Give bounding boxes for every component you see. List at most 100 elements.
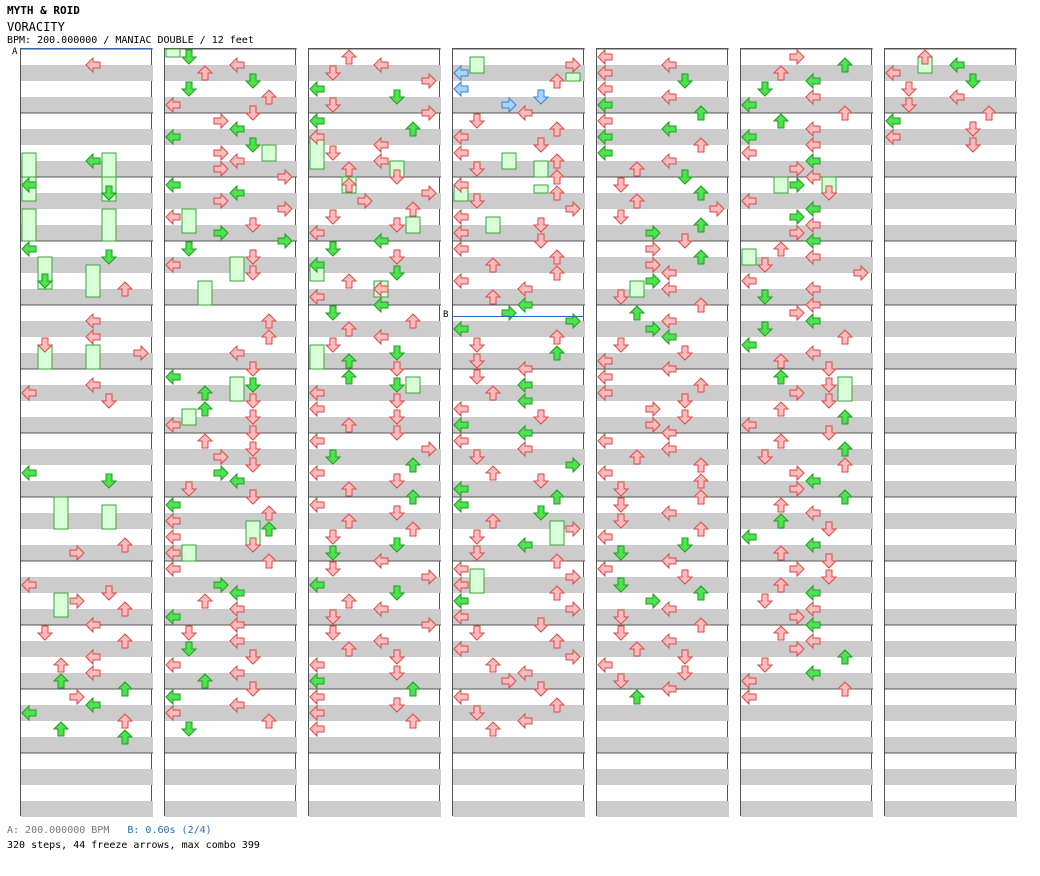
beat-band xyxy=(453,161,585,177)
step-arrow-up xyxy=(196,593,214,609)
beat-band xyxy=(21,609,153,625)
step-arrow-down xyxy=(324,337,342,353)
freeze-arrow xyxy=(405,376,421,394)
step-arrow-left xyxy=(229,696,245,714)
step-arrow-up xyxy=(628,161,646,177)
step-arrow-left xyxy=(373,56,389,74)
step-arrow-up xyxy=(772,369,790,385)
step-arrow-down xyxy=(388,377,406,393)
beat-band xyxy=(597,161,729,177)
step-arrow-left xyxy=(517,536,533,554)
step-arrow-up xyxy=(404,313,422,329)
beat-band xyxy=(309,481,441,497)
step-arrow-down xyxy=(468,705,486,721)
step-arrow-left xyxy=(661,552,677,570)
step-arrow-up xyxy=(692,457,710,473)
step-arrow-up xyxy=(692,249,710,265)
beat-band xyxy=(309,129,441,145)
marker-a: A xyxy=(12,47,18,57)
step-arrow-left xyxy=(309,224,325,242)
step-arrow-left xyxy=(453,64,469,82)
step-arrow-left xyxy=(741,528,757,546)
beat-band xyxy=(885,353,1017,369)
step-arrow-down xyxy=(388,89,406,105)
step-arrow-up xyxy=(692,137,710,153)
column-svg xyxy=(597,48,729,817)
step-arrow-up xyxy=(772,625,790,641)
step-arrow-down xyxy=(756,593,774,609)
beat-band xyxy=(597,417,729,433)
beat-band xyxy=(165,449,297,465)
step-arrow-down xyxy=(388,345,406,361)
step-arrow-down xyxy=(468,369,486,385)
step-arrow-up xyxy=(196,401,214,417)
step-arrow-left xyxy=(805,472,821,490)
step-arrow-up xyxy=(484,465,502,481)
step-arrow-right xyxy=(213,576,229,594)
step-arrow-down xyxy=(612,337,630,353)
beat-band xyxy=(309,257,441,273)
beat-band xyxy=(453,321,585,337)
step-arrow-left xyxy=(165,512,181,530)
beat-band xyxy=(309,673,441,689)
step-arrow-up xyxy=(772,113,790,129)
beat-band xyxy=(453,705,585,721)
beat-band xyxy=(597,65,729,81)
marker-b: B xyxy=(443,310,449,320)
beat-band xyxy=(453,545,585,561)
step-arrow-up xyxy=(836,489,854,505)
column-svg xyxy=(165,48,297,817)
step-arrow-left xyxy=(949,88,965,106)
step-arrow-down xyxy=(324,449,342,465)
freeze-arrow xyxy=(101,504,117,530)
beat-band xyxy=(885,193,1017,209)
step-arrow-left xyxy=(741,96,757,114)
step-arrow-left xyxy=(229,344,245,362)
step-arrow-right xyxy=(213,464,229,482)
step-arrow-right xyxy=(133,344,149,362)
freeze-arrow xyxy=(101,208,117,242)
step-arrow-up xyxy=(196,385,214,401)
beat-band xyxy=(885,225,1017,241)
step-arrow-down xyxy=(532,233,550,249)
step-arrow-down xyxy=(612,513,630,529)
step-arrow-up xyxy=(260,89,278,105)
step-arrow-left xyxy=(309,432,325,450)
step-arrow-left xyxy=(805,296,821,314)
freeze-arrow xyxy=(485,216,501,234)
step-arrow-up xyxy=(340,177,358,193)
beat-band xyxy=(885,385,1017,401)
step-arrow-up xyxy=(340,417,358,433)
freeze-arrow xyxy=(181,408,197,426)
step-arrow-right xyxy=(421,184,437,202)
freeze-arrow xyxy=(533,160,549,178)
step-arrow-left xyxy=(309,464,325,482)
step-arrow-left xyxy=(741,336,757,354)
beat-band xyxy=(597,449,729,465)
step-arrow-up xyxy=(340,353,358,369)
step-arrow-down xyxy=(388,169,406,185)
beat-band xyxy=(309,577,441,593)
chart-meta: BPM: 200.000000 / MANIAC DOUBLE / 12 fee… xyxy=(7,35,254,46)
step-arrow-left xyxy=(597,112,613,130)
step-arrow-up xyxy=(404,681,422,697)
beat-band xyxy=(597,129,729,145)
step-arrow-left xyxy=(85,696,101,714)
step-arrow-left xyxy=(805,536,821,554)
step-arrow-left xyxy=(661,504,677,522)
beat-band xyxy=(453,353,585,369)
step-arrow-left xyxy=(165,688,181,706)
step-arrow-left xyxy=(661,360,677,378)
step-arrow-down xyxy=(324,65,342,81)
step-arrow-left xyxy=(309,576,325,594)
step-arrow-down xyxy=(324,209,342,225)
step-arrow-right xyxy=(421,616,437,634)
beat-band xyxy=(741,481,873,497)
step-arrow-up xyxy=(836,441,854,457)
step-arrow-up xyxy=(772,433,790,449)
beat-band xyxy=(21,545,153,561)
beat-band xyxy=(741,801,873,817)
step-arrow-left xyxy=(453,128,469,146)
step-arrow-left xyxy=(309,720,325,738)
beat-band xyxy=(453,769,585,785)
